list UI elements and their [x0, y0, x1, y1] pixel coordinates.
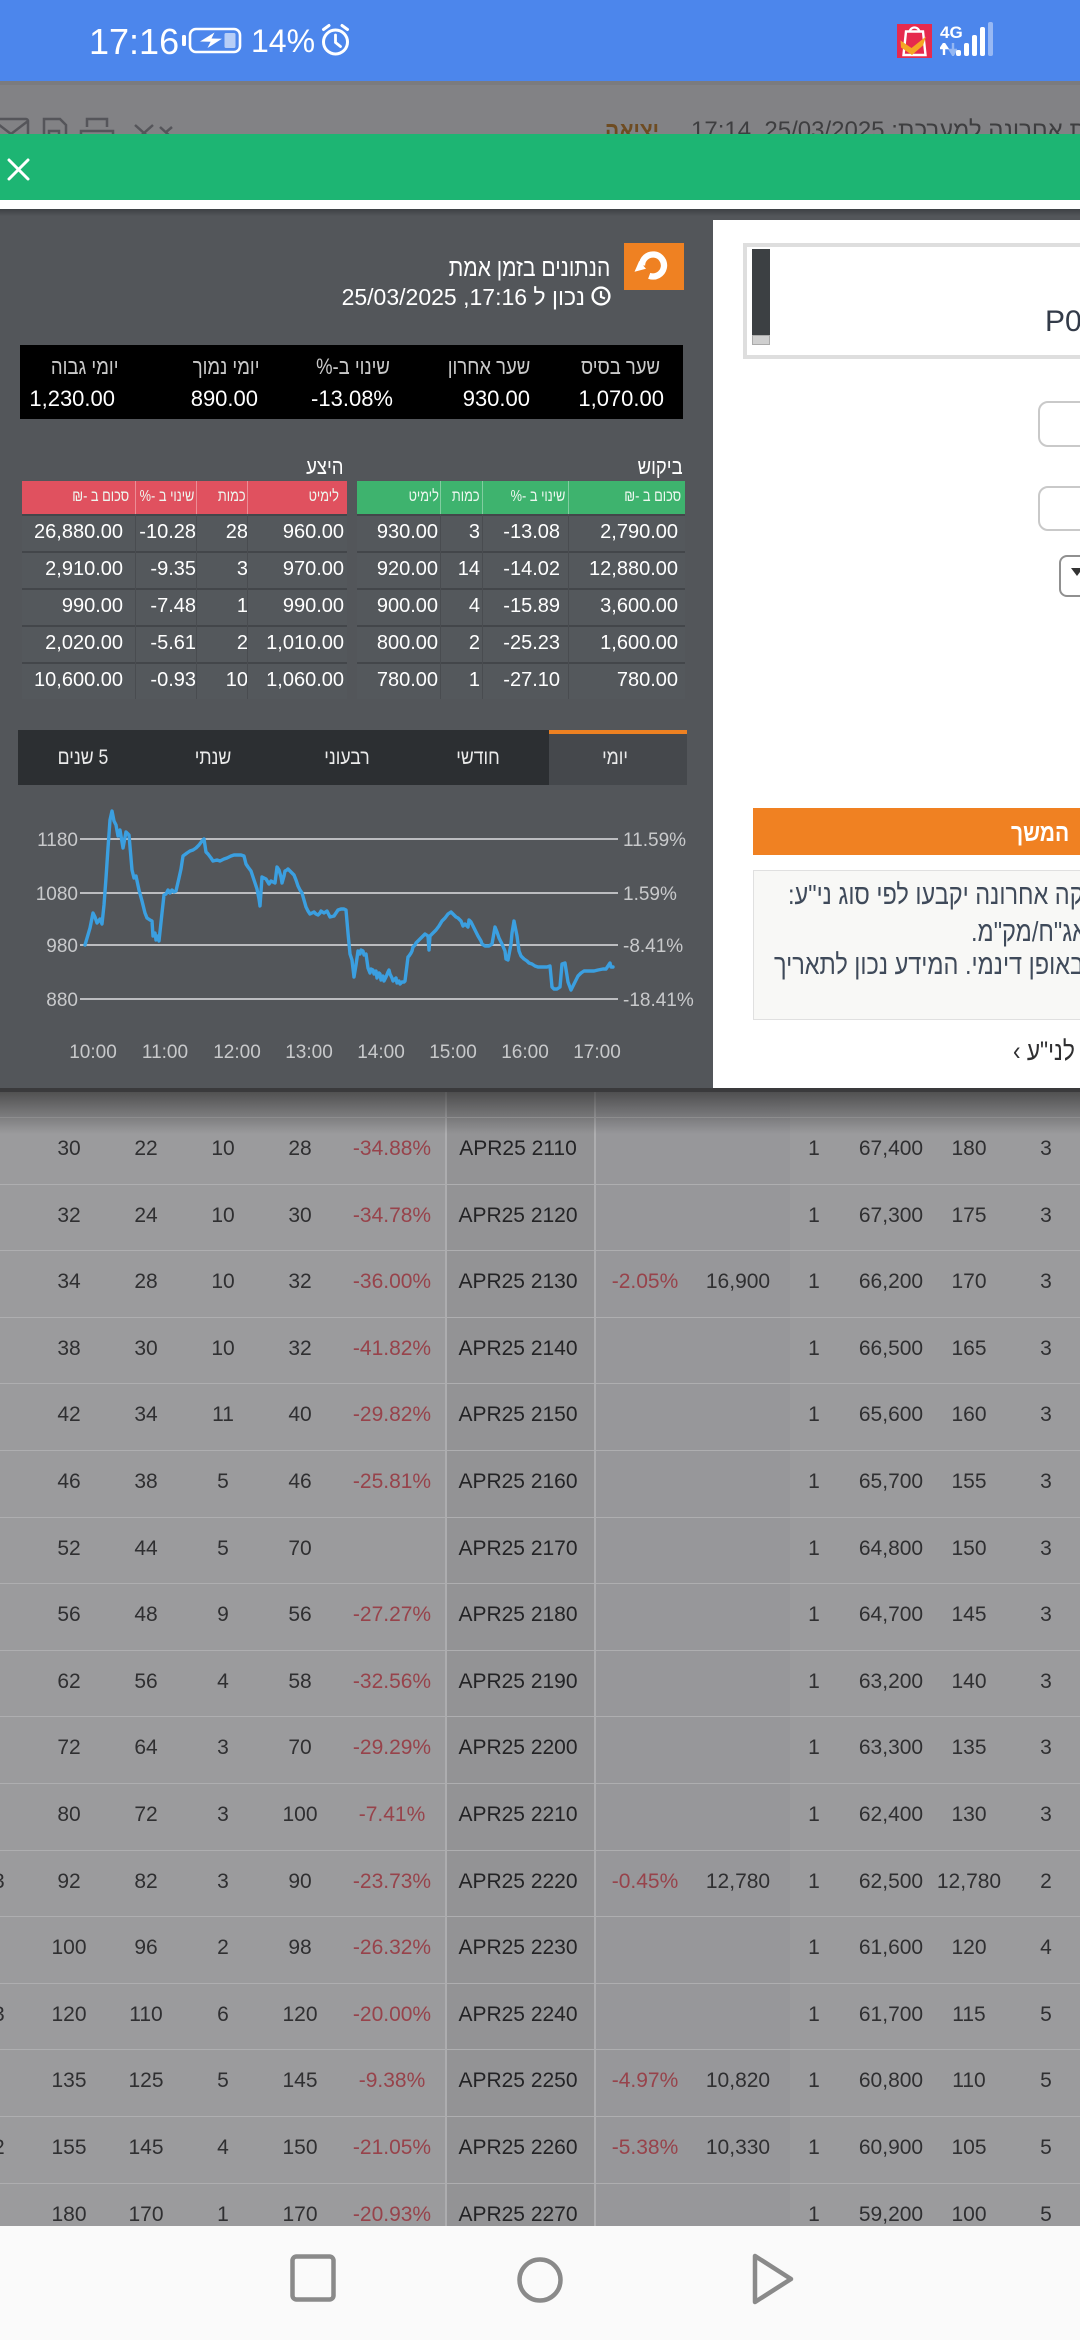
svg-text:17:00: 17:00 [573, 1042, 621, 1063]
svg-text:10:00: 10:00 [69, 1042, 117, 1063]
svg-text:1180: 1180 [37, 830, 78, 851]
svg-text:-8.41%: -8.41% [623, 936, 683, 957]
svg-text:14:00: 14:00 [357, 1042, 405, 1063]
svg-text:11:00: 11:00 [142, 1042, 188, 1063]
svg-text:-18.41%: -18.41% [623, 990, 694, 1011]
svg-text:15:00: 15:00 [429, 1042, 477, 1063]
svg-text:1.59%: 1.59% [623, 884, 677, 905]
svg-text:16:00: 16:00 [501, 1042, 549, 1063]
svg-text:880: 880 [46, 990, 78, 1011]
svg-text:12:00: 12:00 [213, 1042, 261, 1063]
svg-text:13:00: 13:00 [285, 1042, 333, 1063]
svg-text:11.59%: 11.59% [623, 830, 686, 851]
svg-text:980: 980 [46, 936, 78, 957]
svg-text:1080: 1080 [36, 884, 78, 905]
